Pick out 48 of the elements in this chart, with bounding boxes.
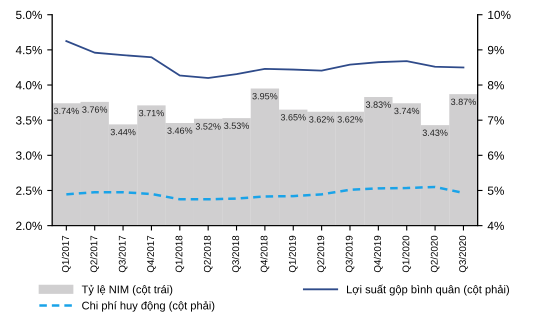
y-tick-label: 4.0% bbox=[16, 81, 42, 90]
x-tick-label: Q3/2020 bbox=[458, 236, 468, 272]
y-tick-label: 4.5% bbox=[16, 46, 42, 54]
y-tick-label: 3.5% bbox=[16, 116, 42, 125]
data-label: 3.87% bbox=[450, 98, 476, 106]
y2-tick-label: 9% bbox=[488, 46, 504, 54]
data-label: 3.83% bbox=[366, 101, 391, 108]
data-label: 3.46% bbox=[167, 127, 192, 134]
x-tick-label: Q1/2019 bbox=[288, 236, 298, 272]
y2-tick-label: 10% bbox=[488, 10, 511, 20]
y2-tick-label: 7% bbox=[488, 116, 504, 125]
x-tick-label: Q3/2018 bbox=[232, 236, 241, 272]
y-tick-label: 3.0% bbox=[16, 151, 42, 160]
data-label: 3.52% bbox=[196, 123, 221, 130]
x-tick-label: Q4/2018 bbox=[260, 236, 270, 272]
y2-tick-label: 4% bbox=[488, 222, 504, 230]
data-label: 3.71% bbox=[138, 110, 164, 116]
legend-label: Chi phí huy động (cột phải) bbox=[82, 301, 214, 312]
x-tick-label: Q1/2018 bbox=[175, 236, 184, 272]
x-tick-label: Q4/2019 bbox=[374, 236, 383, 272]
data-label: 3.43% bbox=[422, 130, 448, 136]
y2-tick-label: 5% bbox=[488, 186, 504, 195]
data-label: 3.62% bbox=[338, 116, 362, 123]
data-label: 3.95% bbox=[252, 92, 278, 100]
legend-label: Tỷ lệ NIM (cột trái) bbox=[82, 284, 172, 296]
x-tick-label: Q3/2017 bbox=[118, 236, 128, 272]
x-tick-label: Q2/2017 bbox=[90, 236, 100, 272]
y-tick-label: 5.0% bbox=[16, 10, 42, 20]
data-label: 3.62% bbox=[309, 116, 334, 123]
data-label: 3.65% bbox=[280, 114, 306, 120]
x-tick-label: Q2/2020 bbox=[430, 236, 440, 272]
data-label: 3.76% bbox=[82, 106, 108, 113]
x-tick-label: Q2/2019 bbox=[317, 236, 326, 272]
legend-label: Lợi suất gộp bình quân (cột phải) bbox=[347, 284, 509, 296]
x-tick-label: Q2/2018 bbox=[204, 236, 213, 272]
x-tick-label: Q4/2017 bbox=[146, 236, 156, 272]
y2-tick-label: 8% bbox=[488, 81, 504, 90]
y-tick-label: 2.5% bbox=[16, 186, 42, 195]
y-tick-label: 2.0% bbox=[16, 222, 42, 230]
x-tick-label: Q3/2019 bbox=[345, 236, 354, 272]
x-tick-label: Q1/2020 bbox=[402, 236, 412, 272]
y2-tick-label: 6% bbox=[488, 151, 504, 160]
data-label: 3.44% bbox=[110, 128, 136, 136]
x-tick-label: Q1/2017 bbox=[62, 236, 71, 272]
data-label: 3.74% bbox=[394, 108, 420, 114]
data-label: 3.53% bbox=[224, 122, 250, 129]
data-label: 3.74% bbox=[54, 108, 79, 114]
line-series bbox=[65, 40, 464, 79]
